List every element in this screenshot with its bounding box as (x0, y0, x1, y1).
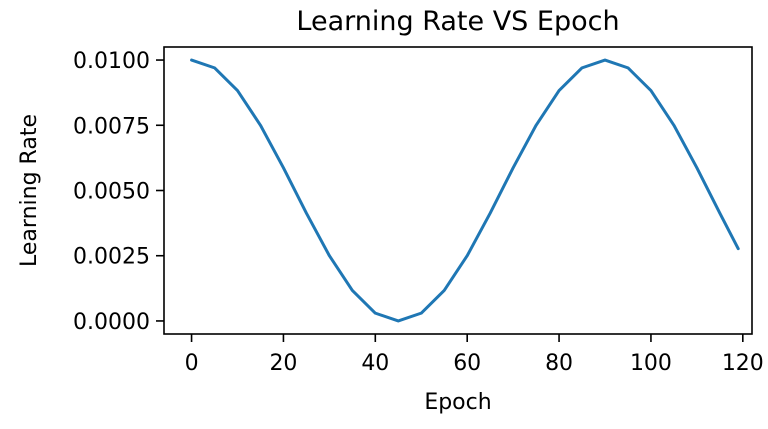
chart-title: Learning Rate VS Epoch (296, 6, 619, 37)
plot-frame (163, 46, 753, 335)
x-tick-label: 40 (361, 351, 389, 376)
y-tick-label: 0.0000 (73, 310, 150, 335)
y-tick-label: 0.0100 (73, 49, 150, 74)
x-tick-label: 0 (185, 351, 199, 376)
y-axis-ticks: 0.0000 0.0025 0.0050 0.0075 0.0100 (73, 49, 164, 335)
y-tick-label: 0.0025 (73, 245, 150, 270)
y-tick-label: 0.0050 (73, 180, 150, 205)
x-tick-label: 20 (269, 351, 297, 376)
x-tick-label: 120 (722, 351, 764, 376)
learning-rate-line (190, 58, 740, 323)
x-axis-label: Epoch (424, 390, 491, 415)
y-axis-label: Learning Rate (17, 114, 42, 267)
y-tick-label: 0.0075 (73, 114, 150, 139)
x-tick-label: 80 (545, 351, 573, 376)
x-tick-label: 60 (453, 351, 481, 376)
x-tick-label: 100 (630, 351, 672, 376)
x-axis-ticks: 0 20 40 60 80 100 120 (185, 334, 764, 376)
